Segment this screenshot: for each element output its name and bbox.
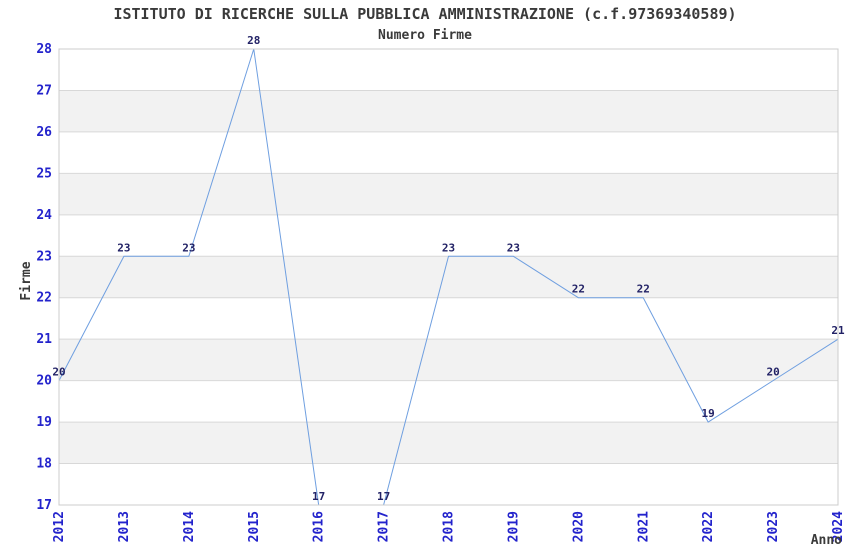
y-tick-label: 20 [36, 374, 52, 389]
x-tick-label: 2021 [636, 511, 651, 542]
value-label: 23 [182, 241, 195, 254]
x-tick-label: 2020 [571, 511, 586, 542]
grid-band [59, 339, 838, 381]
y-tick-label: 27 [36, 83, 52, 98]
value-label: 22 [637, 283, 650, 296]
value-label: 19 [702, 407, 715, 420]
y-tick-label: 18 [36, 457, 52, 472]
grid-band [59, 422, 838, 464]
x-tick-label: 2024 [831, 511, 846, 542]
x-axis-title: Anno [811, 533, 842, 548]
x-tick-label: 2023 [766, 511, 781, 542]
y-tick-label: 17 [36, 498, 52, 513]
x-tick-label: 2019 [506, 511, 521, 542]
x-tick-label: 2017 [377, 511, 392, 542]
y-tick-label: 25 [36, 166, 52, 181]
value-label: 21 [831, 324, 845, 337]
y-tick-label: 23 [36, 249, 52, 264]
grid-band [59, 173, 838, 215]
value-label: 22 [572, 283, 585, 296]
y-tick-label: 26 [36, 125, 52, 140]
plot-border [58, 48, 839, 506]
x-tick-label: 2016 [312, 511, 327, 542]
x-tick-label: 2012 [52, 511, 67, 542]
y-tick-label: 24 [36, 208, 52, 223]
value-label: 28 [247, 34, 260, 47]
value-label: 17 [377, 490, 390, 503]
grid-band [59, 90, 838, 132]
chart-subtitle: Numero Firme [378, 28, 472, 43]
grid-band [59, 256, 838, 298]
x-tick-label: 2015 [247, 511, 262, 542]
value-label: 20 [766, 366, 779, 379]
value-label: 23 [117, 241, 130, 254]
value-label: 17 [312, 490, 325, 503]
value-label: 20 [52, 366, 65, 379]
value-label: 23 [442, 241, 455, 254]
y-tick-label: 22 [36, 291, 52, 306]
chart-title: ISTITUTO DI RICERCHE SULLA PUBBLICA AMMI… [113, 5, 737, 23]
y-tick-label: 21 [36, 332, 52, 347]
series-line [58, 48, 839, 506]
x-tick-label: 2013 [117, 511, 132, 542]
y-tick-label: 19 [36, 415, 52, 430]
y-axis-title: Firme [19, 261, 34, 300]
y-tick-label: 28 [36, 42, 52, 57]
x-tick-label: 2014 [182, 511, 197, 542]
x-tick-label: 2018 [442, 511, 457, 542]
x-tick-label: 2022 [701, 511, 716, 542]
value-label: 23 [507, 241, 520, 254]
